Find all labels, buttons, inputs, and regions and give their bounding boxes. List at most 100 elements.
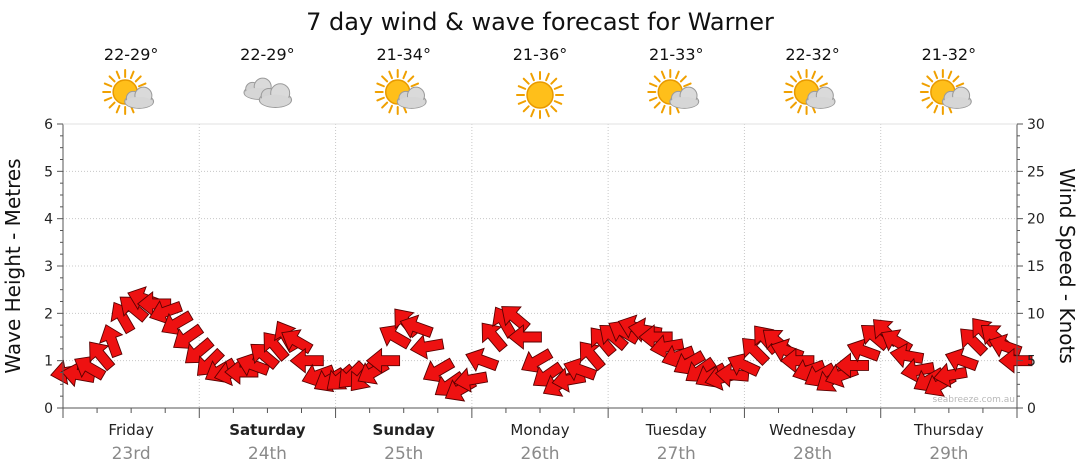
sun-ray [129, 70, 135, 80]
wind-arrow [365, 347, 401, 374]
cloud-shape [124, 86, 155, 109]
day-temperature: 21-32° [922, 45, 977, 64]
wind-arrow [638, 324, 673, 350]
wind-arrow-series [50, 286, 1033, 402]
day-temperature: 21-34° [376, 45, 431, 64]
sun-ray [553, 100, 563, 105]
sun-ray [653, 75, 661, 83]
y-tick-label: 3 [44, 259, 53, 275]
wind-arrow [944, 347, 979, 372]
wind-arrow [74, 355, 107, 381]
wind-arrow [742, 337, 771, 366]
sun-ray [530, 72, 535, 82]
sun-ray [955, 82, 965, 88]
sun-ray [103, 96, 113, 102]
sun-ray [388, 104, 393, 114]
sun-ray [819, 82, 828, 88]
wind-arrow [453, 367, 489, 393]
sun-ray [797, 104, 802, 114]
sun-ray [522, 105, 530, 113]
wind-arrow [579, 341, 606, 372]
wind-arrow [649, 334, 685, 360]
y-tick-label: 6 [44, 117, 53, 133]
watermark-text: seabreeze.com.au [933, 395, 1015, 405]
chart-title: 7 day wind & wave forecast for Warner [306, 8, 774, 36]
y-tick-label: 2 [44, 306, 53, 322]
sun-ray [381, 101, 389, 109]
sun-ray [683, 82, 692, 88]
y-tick-label: 5 [44, 164, 53, 180]
wind-arrow [399, 314, 434, 339]
y-axis-label-right: Wind Speed - Knots [1055, 168, 1079, 364]
day-date-label: 29th [929, 444, 968, 464]
sun-cloud-icon [783, 69, 836, 115]
sun-disc [526, 81, 554, 109]
sun-cloud-icon [374, 69, 427, 115]
wind-arrow [889, 342, 925, 369]
day-temperature: 21-36° [513, 45, 568, 64]
cloud-shape [805, 86, 836, 109]
sun-ray [679, 75, 687, 83]
sun-cloud-icon [647, 69, 700, 115]
wind-arrow [846, 338, 881, 363]
day-temperature: 22-32° [785, 45, 840, 64]
cloud-shape [941, 86, 972, 109]
wind-arrow [507, 324, 542, 350]
wind-arrow [409, 334, 445, 360]
sun-ray [933, 104, 939, 114]
wind-arrow [149, 300, 183, 325]
sun-ray [381, 75, 389, 83]
sun-ray [134, 75, 142, 83]
day-date-label: 23rd [112, 444, 151, 464]
sun-ray [926, 75, 934, 83]
day-date-label: 27th [657, 444, 696, 464]
wind-arrow [998, 347, 1033, 374]
day-name-label: Thursday [913, 421, 984, 439]
wind-arrow [780, 347, 815, 374]
wind-arrow [89, 341, 116, 372]
sun-ray [660, 70, 666, 80]
sun-ray [388, 70, 393, 80]
sun-ray [921, 82, 930, 88]
day-date-label: 25th [384, 444, 423, 464]
sun-ray [545, 108, 550, 118]
wind-arrow [521, 348, 554, 374]
sun-ray [376, 82, 385, 88]
sun-ray [933, 70, 939, 80]
day-temperature: 21-33° [649, 45, 704, 64]
sun-ray [653, 101, 661, 109]
sun-ray [517, 100, 527, 105]
axes: 0 1 2 3 4 5 6 0 5 10 15 20 25 30 [44, 117, 1045, 418]
wind-arrow [960, 328, 989, 357]
sun-cloud-icon [919, 69, 972, 115]
wind-arrow [465, 347, 500, 372]
sun-ray [517, 85, 527, 90]
sun-ray [103, 82, 113, 88]
y-axis-label-left: Wave Height - Metres [1, 158, 25, 373]
wind-arrow [250, 343, 281, 371]
sun-ray [797, 70, 802, 80]
sun-ray [553, 85, 563, 90]
wind-arrow [834, 352, 869, 379]
y2-tick-label: 5 [1027, 354, 1036, 370]
sun-ray [402, 70, 408, 80]
day-name-label: Friday [108, 421, 154, 439]
wind-arrow [263, 332, 290, 362]
wind-arrow [727, 352, 761, 377]
cloud-shape [258, 83, 293, 108]
sun-ray [108, 75, 116, 83]
y2-tick-label: 30 [1027, 117, 1045, 133]
wind-arrow [289, 347, 324, 374]
day-header-row: 22-29° 22-29° 21-34° 21-36° 21-33° 22-32° 21-3… [102, 45, 977, 119]
cloud-icon [243, 77, 293, 108]
sun-ray [115, 104, 121, 114]
day-name-label: Sunday [373, 421, 436, 439]
y-tick-label: 1 [44, 354, 53, 370]
day-temperature: 22-29° [240, 45, 295, 64]
sun-ray [108, 101, 116, 109]
cloud-shape [669, 86, 700, 109]
sun-ray [550, 105, 558, 113]
wind-arrow [136, 290, 172, 317]
sun-cloud-icon [102, 69, 155, 115]
